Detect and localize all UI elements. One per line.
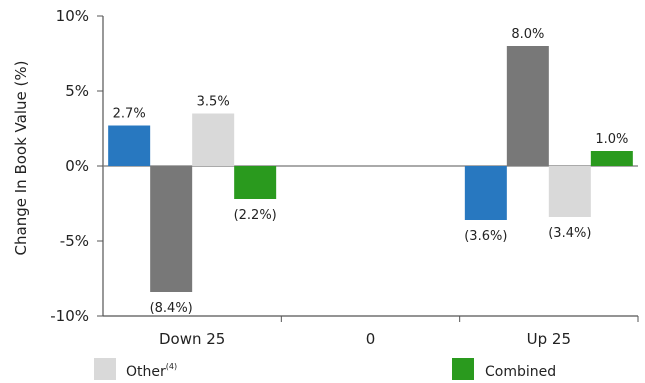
data-label: 3.5% xyxy=(197,95,230,110)
data-label: (3.6%) xyxy=(464,229,507,244)
bar xyxy=(506,46,549,166)
y-tick-label: -5% xyxy=(60,232,89,250)
x-tick-label: Down 25 xyxy=(159,330,225,348)
data-label: 1.0% xyxy=(595,132,628,147)
legend-label-other: Other(4) xyxy=(126,362,177,380)
legend-swatch-other xyxy=(94,358,116,380)
data-label: (3.4%) xyxy=(548,226,591,241)
y-tick-label: 5% xyxy=(65,82,89,100)
bar xyxy=(192,113,235,166)
bars xyxy=(108,46,633,292)
x-tick-label: 0 xyxy=(366,330,376,348)
bar xyxy=(108,125,151,166)
y-tick-label: 0% xyxy=(65,157,89,175)
y-axis-label: Change In Book Value (%) xyxy=(12,61,30,256)
bar xyxy=(548,166,591,217)
y-tick-label: -10% xyxy=(50,307,89,325)
data-label: (8.4%) xyxy=(150,301,193,316)
data-label: (2.2%) xyxy=(234,208,277,223)
data-label: 8.0% xyxy=(511,27,544,42)
bar xyxy=(234,166,277,199)
bar xyxy=(464,166,507,220)
legend: Other(4) Combined xyxy=(94,358,556,380)
data-labels: 2.7% (3.6%) (8.4%) 8.0% 3.5% (3.4%) (2.2%) 1.0% xyxy=(113,27,629,316)
legend-label-combined: Combined xyxy=(485,364,556,380)
data-label: 2.7% xyxy=(113,107,146,122)
y-tick-label: 10% xyxy=(56,7,89,25)
bar xyxy=(590,151,633,166)
bar xyxy=(150,166,193,292)
legend-swatch-combined xyxy=(452,358,474,380)
x-tick-label: Up 25 xyxy=(527,330,571,348)
